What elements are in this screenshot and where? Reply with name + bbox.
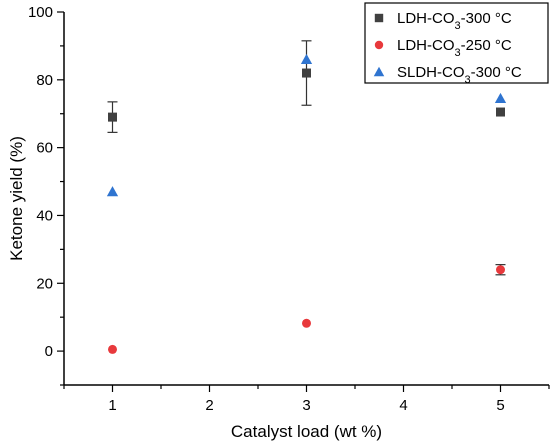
y-tick-label: 100 — [28, 4, 53, 21]
x-axis-title: Catalyst load (wt %) — [231, 422, 382, 441]
data-points — [106, 40, 507, 354]
legend-marker-square — [374, 13, 384, 23]
x-tick-label: 3 — [302, 397, 310, 414]
series-3 — [106, 53, 507, 197]
data-point-square — [496, 107, 505, 117]
x-tick-label: 1 — [108, 397, 116, 414]
series-2 — [108, 264, 506, 354]
data-point-square — [108, 112, 117, 122]
data-point-triangle — [494, 92, 507, 103]
legend-label: LDH-CO3-250 °C — [397, 37, 512, 59]
legend: LDH-CO3-300 °C LDH-CO3-250 °C SLDH-CO3-300… — [364, 2, 549, 86]
y-tick-label: 40 — [36, 207, 53, 224]
legend-item: SLDH-CO3-300 °C — [373, 64, 522, 86]
y-tick-label: 0 — [45, 343, 53, 360]
data-point-square — [302, 68, 311, 78]
legend-item: LDH-CO3-250 °C — [374, 37, 512, 59]
y-axis-title: Ketone yield (%) — [7, 136, 26, 261]
y-tick-label: 60 — [36, 140, 53, 157]
legend-marker-circle — [374, 40, 384, 50]
x-tick-label: 5 — [496, 397, 504, 414]
y-tick-label: 20 — [36, 275, 53, 292]
legend-box — [364, 2, 549, 84]
data-point-circle — [496, 265, 505, 275]
legend-label: LDH-CO3-300 °C — [397, 10, 512, 32]
data-point-triangle — [300, 53, 313, 64]
data-point-triangle — [106, 186, 119, 197]
legend-label: SLDH-CO3-300 °C — [397, 64, 522, 86]
data-point-circle — [302, 318, 311, 328]
legend-marker-triangle — [373, 66, 385, 77]
y-tick-label: 80 — [36, 72, 53, 89]
legend-item: LDH-CO3-300 °C — [374, 10, 512, 32]
tick-marks: 1 2 3 4 5 0 20 40 60 80 100 — [28, 4, 550, 414]
x-tick-label: 4 — [399, 397, 407, 414]
data-point-circle — [108, 344, 117, 354]
x-tick-label: 2 — [205, 397, 213, 414]
series-1 — [107, 40, 505, 133]
